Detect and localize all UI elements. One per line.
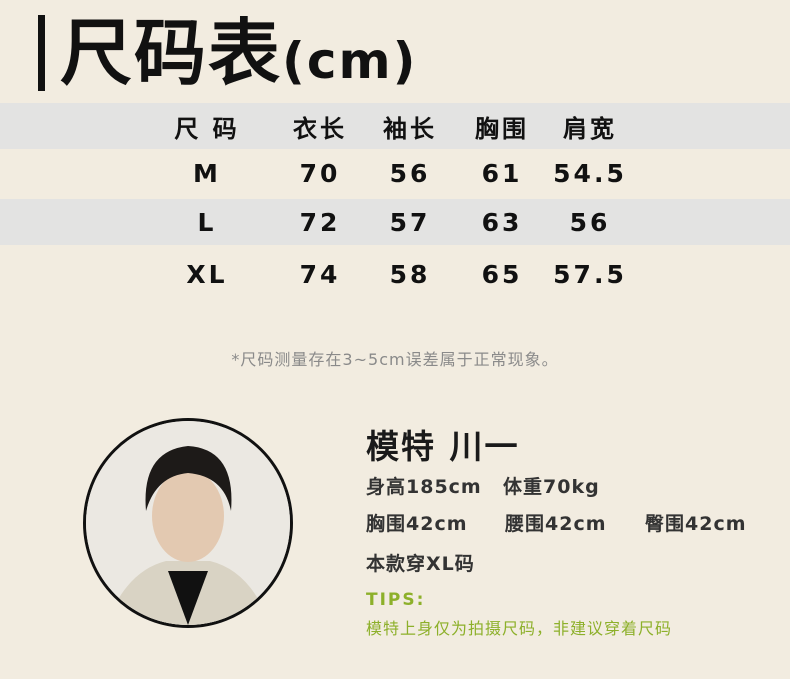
cell-sleeve: 56 <box>389 158 431 188</box>
header-length: 衣长 <box>293 114 347 143</box>
model-chest: 胸围42cm <box>366 513 468 535</box>
title-text: 尺码表 <box>60 11 283 95</box>
cell-size: XL <box>186 259 228 289</box>
table-row: M 70 56 61 54.5 <box>0 150 790 196</box>
cell-shoulder: 57.5 <box>553 259 627 289</box>
cell-size: M <box>193 158 221 188</box>
cell-chest: 63 <box>481 207 523 237</box>
page-title: 尺码表(cm) <box>60 8 417 106</box>
header-shoulder: 肩宽 <box>563 114 617 143</box>
cell-length: 72 <box>299 207 341 237</box>
model-hip: 臀围42cm <box>645 513 747 535</box>
cell-sleeve: 57 <box>389 207 431 237</box>
title-accent-bar <box>38 15 45 91</box>
cell-shoulder: 54.5 <box>553 158 627 188</box>
table-row: XL 74 58 65 57.5 <box>0 251 790 297</box>
table-header: 尺 码 衣长 袖长 胸围 肩宽 <box>0 103 790 149</box>
model-name: 模特 川一 <box>366 427 520 466</box>
header-size: 尺 码 <box>174 114 240 143</box>
model-waist: 腰围42cm <box>505 513 607 535</box>
table-row: L 72 57 63 56 <box>0 199 790 245</box>
cell-length: 74 <box>299 259 341 289</box>
model-weight: 体重70kg <box>503 476 600 498</box>
header-sleeve: 袖长 <box>383 114 437 143</box>
tips-text: 模特上身仅为拍摄尺码，非建议穿着尺码 <box>366 619 673 638</box>
cell-chest: 65 <box>481 259 523 289</box>
cell-shoulder: 56 <box>569 207 611 237</box>
tips-label: TIPS: <box>366 590 426 610</box>
model-photo <box>83 418 293 628</box>
header-chest: 胸围 <box>475 114 529 143</box>
cell-size: L <box>197 207 217 237</box>
cell-sleeve: 58 <box>389 259 431 289</box>
model-height: 身高185cm <box>366 476 482 498</box>
cell-length: 70 <box>299 158 341 188</box>
model-wears-size: 本款穿XL码 <box>366 553 475 575</box>
cell-chest: 61 <box>481 158 523 188</box>
title-unit: (cm) <box>282 32 418 90</box>
measurement-note: *尺码测量存在3~5cm误差属于正常现象。 <box>231 350 559 369</box>
